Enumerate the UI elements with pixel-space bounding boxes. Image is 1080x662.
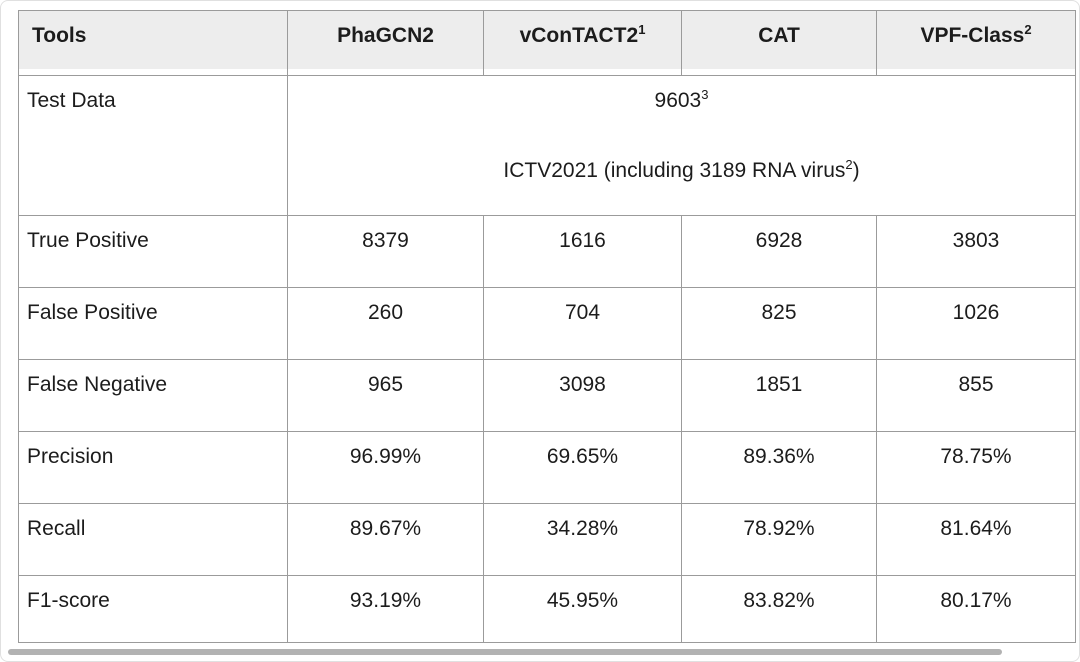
- row-label-false-negative: False Negative: [18, 359, 288, 432]
- test-data-count: 96033: [296, 87, 1067, 113]
- table-row-test-data: Test Data 96033 ICTV2021 (including 3189…: [18, 75, 1076, 216]
- value-cell: 965: [287, 359, 484, 432]
- row-label-false-positive: False Positive: [18, 287, 288, 360]
- table-row-f1-score: F1-score 93.19% 45.95% 83.82% 80.17%: [18, 575, 1076, 643]
- column-header-vpf-class: VPF-Class2: [876, 10, 1076, 76]
- value-cell: 96.99%: [287, 431, 484, 504]
- column-header-cat: CAT: [681, 10, 877, 76]
- value-cell: 89.36%: [681, 431, 877, 504]
- value-cell: 1616: [483, 215, 682, 288]
- value-cell: 855: [876, 359, 1076, 432]
- value-cell: 704: [483, 287, 682, 360]
- value-cell: 8379: [287, 215, 484, 288]
- value-cell: 825: [681, 287, 877, 360]
- value-cell: 34.28%: [483, 503, 682, 576]
- value-cell: 83.82%: [681, 575, 877, 643]
- test-data-source-superscript: 2: [845, 157, 853, 173]
- row-label-f1-score: F1-score: [18, 575, 288, 643]
- value-cell: 45.95%: [483, 575, 682, 643]
- value-cell: 78.75%: [876, 431, 1076, 504]
- header-label: CAT: [758, 24, 800, 47]
- header-label: PhaGCN2: [337, 24, 434, 47]
- test-data-merged-cell: 96033 ICTV2021 (including 3189 RNA virus…: [287, 75, 1076, 216]
- column-header-tools: Tools: [18, 10, 288, 76]
- table-row-true-positive: True Positive 8379 1616 6928 3803: [18, 215, 1076, 288]
- header-label: VPF-Class: [920, 24, 1025, 47]
- column-header-vcontact2: vConTACT21: [483, 10, 682, 76]
- table-row-recall: Recall 89.67% 34.28% 78.92% 81.64%: [18, 503, 1076, 576]
- value-cell: 1851: [681, 359, 877, 432]
- test-data-source-suffix: ): [852, 159, 860, 183]
- test-data-count-superscript: 3: [701, 87, 709, 102]
- row-label-precision: Precision: [18, 431, 288, 504]
- value-cell: 3098: [483, 359, 682, 432]
- value-cell: 69.65%: [483, 431, 682, 504]
- header-label: vConTACT2: [519, 24, 639, 47]
- value-cell: 6928: [681, 215, 877, 288]
- value-cell: 1026: [876, 287, 1076, 360]
- test-data-source-text: ICTV2021 (including 3189 RNA virus: [503, 159, 846, 183]
- value-cell: 80.17%: [876, 575, 1076, 643]
- column-header-phagcn2: PhaGCN2: [287, 10, 484, 76]
- table-row-precision: Precision 96.99% 69.65% 89.36% 78.75%: [18, 431, 1076, 504]
- value-cell: 260: [287, 287, 484, 360]
- value-cell: 93.19%: [287, 575, 484, 643]
- value-cell: 3803: [876, 215, 1076, 288]
- benchmark-table: Tools PhaGCN2 vConTACT21 CAT VPF-Class2 …: [18, 10, 1076, 643]
- horizontal-scrollbar-thumb[interactable]: [8, 649, 1002, 655]
- value-cell: 81.64%: [876, 503, 1076, 576]
- header-superscript: 2: [1024, 22, 1032, 37]
- value-cell: 78.92%: [681, 503, 877, 576]
- header-superscript: 1: [638, 22, 646, 37]
- row-label-true-positive: True Positive: [18, 215, 288, 288]
- value-cell: 89.67%: [287, 503, 484, 576]
- table-row-false-positive: False Positive 260 704 825 1026: [18, 287, 1076, 360]
- test-data-count-value: 9603: [654, 89, 702, 112]
- table-row-false-negative: False Negative 965 3098 1851 855: [18, 359, 1076, 432]
- table-header-row: Tools PhaGCN2 vConTACT21 CAT VPF-Class2: [18, 10, 1076, 76]
- row-label-recall: Recall: [18, 503, 288, 576]
- test-data-source: ICTV2021 (including 3189 RNA virus2): [296, 157, 1067, 183]
- row-label-test-data: Test Data: [18, 75, 288, 216]
- header-label: Tools: [32, 24, 87, 47]
